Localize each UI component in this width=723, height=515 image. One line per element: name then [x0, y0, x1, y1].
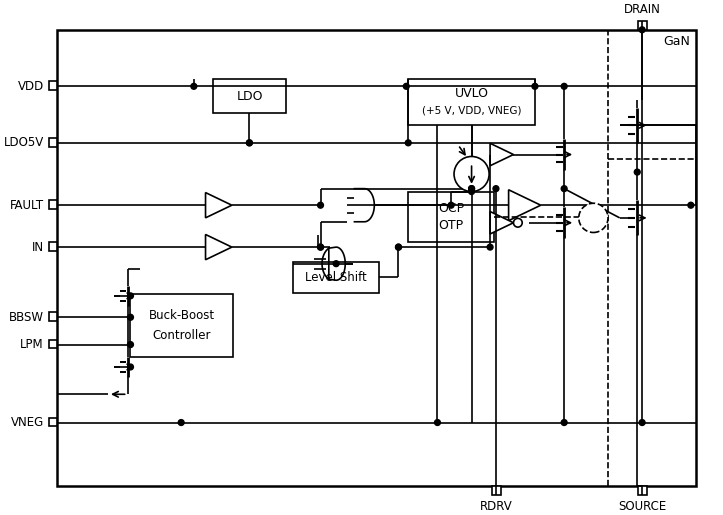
- Circle shape: [579, 203, 608, 232]
- Circle shape: [247, 140, 252, 146]
- Circle shape: [395, 244, 401, 250]
- Circle shape: [634, 169, 640, 175]
- Circle shape: [317, 244, 323, 250]
- Circle shape: [513, 218, 522, 227]
- Circle shape: [561, 83, 567, 89]
- Circle shape: [454, 157, 489, 192]
- Text: FAULT: FAULT: [9, 199, 44, 212]
- Bar: [638, 21, 647, 30]
- Bar: [130, 294, 233, 357]
- Circle shape: [247, 140, 252, 146]
- Text: LDO5V: LDO5V: [4, 136, 44, 149]
- Circle shape: [487, 244, 493, 250]
- Text: BBSW: BBSW: [9, 311, 44, 324]
- Polygon shape: [205, 193, 232, 218]
- Circle shape: [469, 186, 474, 192]
- Bar: [48, 242, 57, 251]
- Text: Controller: Controller: [153, 329, 211, 342]
- Text: RDRV: RDRV: [479, 501, 513, 513]
- Text: Buck-Boost: Buck-Boost: [149, 310, 215, 322]
- Circle shape: [406, 140, 411, 146]
- Bar: [48, 138, 57, 147]
- Circle shape: [127, 314, 134, 320]
- Circle shape: [317, 202, 323, 208]
- Bar: [48, 418, 57, 426]
- Text: UVLO: UVLO: [455, 87, 489, 99]
- Circle shape: [127, 293, 134, 299]
- Circle shape: [403, 83, 409, 89]
- Text: Level Shift: Level Shift: [305, 271, 367, 284]
- Circle shape: [179, 420, 184, 425]
- Bar: [408, 192, 494, 242]
- Bar: [294, 262, 379, 293]
- Circle shape: [317, 244, 323, 250]
- Circle shape: [561, 420, 567, 425]
- Circle shape: [639, 27, 645, 33]
- Circle shape: [448, 202, 454, 208]
- Circle shape: [435, 420, 440, 425]
- Bar: [48, 200, 57, 209]
- Polygon shape: [490, 143, 513, 166]
- Circle shape: [127, 341, 134, 348]
- Bar: [492, 486, 501, 494]
- Text: IN: IN: [32, 241, 44, 253]
- Text: DRAIN: DRAIN: [624, 3, 661, 16]
- Circle shape: [333, 261, 339, 267]
- Polygon shape: [490, 212, 513, 234]
- Circle shape: [688, 202, 694, 208]
- Circle shape: [469, 186, 474, 192]
- Circle shape: [191, 83, 197, 89]
- Circle shape: [493, 186, 499, 192]
- Circle shape: [127, 364, 134, 370]
- Text: OTP: OTP: [439, 219, 463, 232]
- Circle shape: [395, 244, 401, 250]
- Bar: [48, 313, 57, 321]
- Text: (+5 V, VDD, VNEG): (+5 V, VDD, VNEG): [422, 106, 521, 116]
- Bar: [213, 79, 286, 113]
- Polygon shape: [508, 190, 541, 220]
- Bar: [48, 340, 57, 349]
- Circle shape: [561, 186, 567, 192]
- Bar: [408, 78, 535, 125]
- Text: LDO: LDO: [236, 90, 263, 102]
- Text: OCP: OCP: [438, 202, 464, 215]
- Bar: [48, 81, 57, 90]
- Text: GaN: GaN: [663, 35, 690, 48]
- Text: VDD: VDD: [17, 80, 44, 93]
- Text: VNEG: VNEG: [11, 416, 44, 429]
- Circle shape: [532, 83, 538, 89]
- Bar: [638, 486, 647, 494]
- Text: LPM: LPM: [20, 338, 44, 351]
- Text: SOURCE: SOURCE: [618, 501, 666, 513]
- Circle shape: [639, 420, 645, 425]
- Circle shape: [469, 188, 474, 195]
- Polygon shape: [205, 234, 232, 260]
